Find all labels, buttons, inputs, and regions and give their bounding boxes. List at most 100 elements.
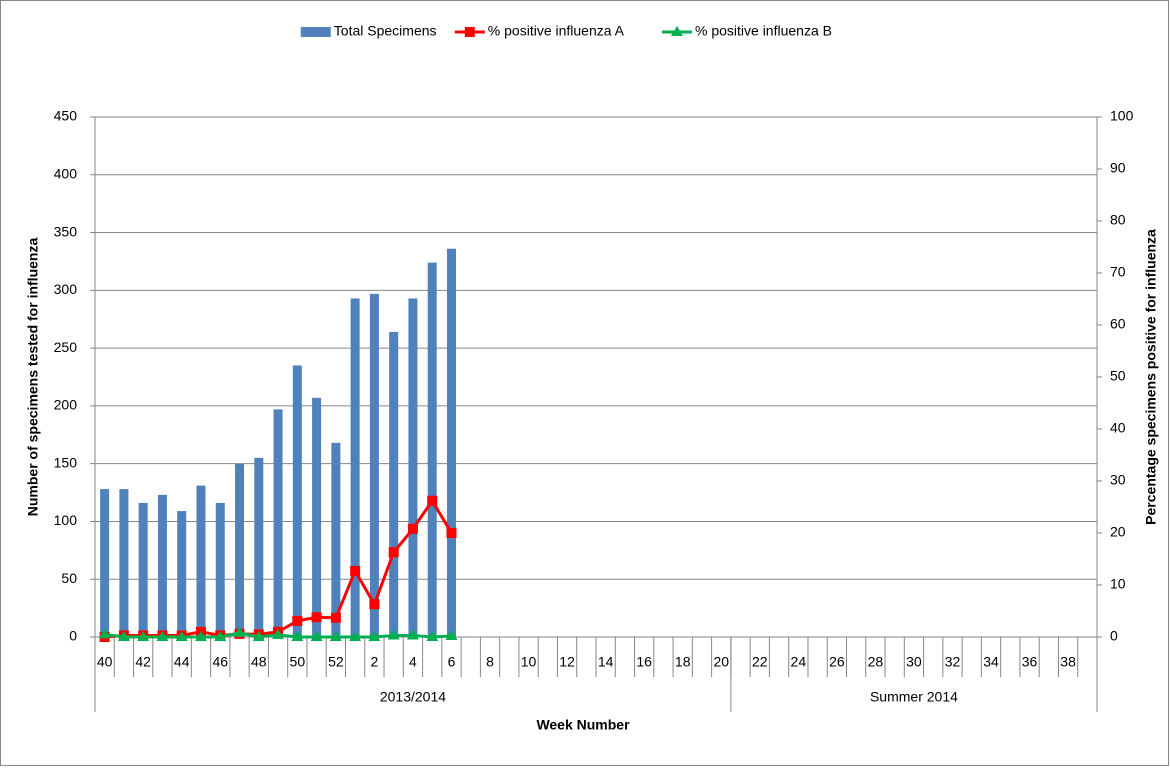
x-tick-label: 46 [212,654,228,670]
bar [177,511,187,637]
point [387,629,400,640]
bar [446,248,456,637]
x-tick-label: 26 [829,654,845,670]
x-tick-label: 32 [945,654,961,670]
point [252,631,265,641]
y2-tick-label: 30 [1110,472,1126,488]
bar [408,298,418,637]
point [330,612,341,623]
y2-tick-label: 70 [1110,264,1126,280]
point [388,547,399,558]
bar [254,457,264,637]
point [156,631,169,641]
legend-marker [671,26,683,36]
y-tick-label: 400 [54,165,78,181]
point [426,631,439,641]
point [368,631,381,641]
point [175,631,188,641]
point [194,631,207,641]
point [137,631,150,641]
x-tick-label: 20 [713,654,729,670]
point [292,615,303,626]
bar [312,397,322,637]
bar [119,489,129,637]
x-tick-label: 52 [328,654,344,670]
x-tick-label: 34 [983,654,999,670]
x-axis-title: Week Number [536,717,630,733]
y-tick-label: 50 [61,570,77,586]
y-tick-label: 250 [54,339,78,355]
x-tick-label: 22 [752,654,768,670]
point [427,495,438,506]
legend-label: % positive influenza A [488,23,625,39]
y-tick-label: 200 [54,397,78,413]
y2-tick-label: 100 [1110,108,1134,124]
y2-tick-label: 20 [1110,524,1126,540]
point [446,528,457,538]
y2-tick-label: 60 [1110,316,1126,332]
y-tick-label: 150 [54,454,78,470]
y-tick-label: 100 [54,512,78,528]
y2-tick-label: 0 [1110,628,1118,644]
legend-label: Total Specimens [334,23,437,39]
y2-tick-label: 50 [1110,368,1126,384]
y2-tick-label: 40 [1110,420,1126,436]
x-tick-label: 24 [791,654,807,670]
bar [369,293,379,637]
x-tick-label: 10 [521,654,537,670]
bar [273,409,283,637]
x-tick-label: 50 [290,654,306,670]
x-tick-label: 16 [636,654,652,670]
point [350,565,361,576]
bar [215,502,225,637]
bar [235,463,245,637]
y2-tick-label: 10 [1110,576,1126,592]
bar [350,298,360,637]
x-tick-label: 36 [1022,654,1038,670]
x-tick-label: 40 [97,654,113,670]
x-tick-label: 28 [868,654,884,670]
x-tick-label: 42 [135,654,151,670]
bar [389,331,399,637]
x-tick-label: 30 [906,654,922,670]
x-tick-label: 12 [559,654,575,670]
x-tick-label: 18 [675,654,691,670]
point [407,523,418,534]
x-tick-label: 44 [174,654,190,670]
group-label: 2013/2014 [380,689,446,705]
x-tick-label: 14 [598,654,614,670]
y-tick-label: 0 [69,628,77,644]
point [310,631,323,641]
y-axis-title: Number of specimens tested for influenza [25,238,41,517]
point [291,631,304,641]
bar [138,502,148,637]
point [445,629,458,640]
point [406,629,419,640]
x-tick-label: 38 [1060,654,1076,670]
y2-tick-label: 90 [1110,160,1126,176]
bar [100,489,110,637]
point [98,628,111,639]
bar [196,485,206,637]
y2-axis-title: Percentage specimens positive for influe… [1143,229,1159,525]
bar [427,262,437,637]
bar [331,442,341,637]
legend-label: % positive influenza B [695,23,832,39]
group-label: Summer 2014 [870,689,958,705]
x-tick-label: 4 [409,654,417,670]
point [311,612,322,623]
point [329,631,342,641]
y2-tick-label: 80 [1110,212,1126,228]
point [214,631,227,641]
y-tick-label: 300 [54,281,78,297]
point [117,631,130,641]
x-tick-label: 6 [448,654,456,670]
y-tick-label: 450 [54,108,78,124]
y-tick-label: 350 [54,223,78,239]
point [233,626,246,637]
legend-marker [464,27,475,37]
x-tick-label: 48 [251,654,267,670]
bar [157,494,167,637]
